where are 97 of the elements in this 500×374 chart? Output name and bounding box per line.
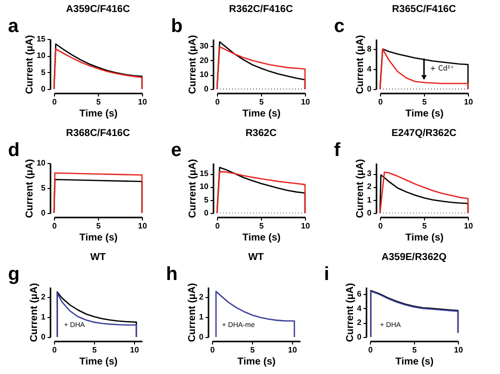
y-tick-label: 0 [41,208,46,218]
chart-title: WT [90,252,106,263]
y-tick-label: 10 [200,182,210,192]
chart-title: R368C/F416C [66,128,130,139]
y-tick-label: 1 [199,312,204,322]
x-axis-title: Time (s) [79,232,118,244]
y-axis-title: Current (μA) [29,283,40,342]
y-tick-label: 3 [367,169,372,178]
x-tick-label: 5 [422,222,428,230]
y-tick-label: 5 [41,68,46,77]
x-tick-label: 10 [464,98,474,106]
x-tick-label: 5 [92,346,98,354]
x-tick-label: 5 [412,346,418,354]
line-series [215,290,296,338]
chart-title: R362C/F416C [229,4,293,15]
text: d [8,140,20,161]
y-axis-title: Current (μA) [355,35,366,94]
y-axis-title: Current (μA) [188,159,199,218]
y-tick-label: 15 [36,34,46,44]
y-tick-label: 0 [41,84,46,94]
y-tick-label: 1 [41,312,46,322]
y-tick-label: 6 [357,290,362,299]
x-tick-label: 0 [52,222,58,230]
y-axis-title: Current (μA) [24,35,36,94]
text: a [8,16,19,37]
x-tick-label: 10 [130,346,140,354]
y-tick-label: 30 [200,42,210,51]
text: g [8,264,20,285]
x-tick-label: 10 [301,98,310,106]
text: b [171,16,183,37]
y-axis-title: Current (μA) [24,159,36,218]
x-axis-title: Time (s) [395,356,434,368]
x-axis-title: Time (s) [79,356,118,368]
chart-title: A359E/R362Q [381,252,447,263]
y-axis-title: Current (μA) [188,35,199,94]
x-tick-label: 5 [96,222,102,230]
y-tick-label: 20 [200,56,210,65]
y-tick-label: 2 [357,318,362,328]
y-tick-label: 10 [36,51,46,60]
text: e [171,140,182,161]
x-tick-label: 5 [259,98,264,106]
y-tick-label: 1 [367,195,372,204]
x-axis-title: Time (s) [405,232,444,244]
text: c [334,16,345,37]
x-tick-label: 10 [464,222,474,230]
x-axis-title: Time (s) [79,108,118,120]
y-axis-title: Current (μA) [187,283,198,342]
y-tick-label: 15 [200,169,210,178]
x-tick-label: 0 [210,346,216,354]
y-tick-label: 0 [204,84,210,94]
x-tick-label: 0 [378,222,384,230]
x-tick-label: 10 [288,346,298,354]
x-axis-title: Time (s) [242,232,281,244]
x-tick-label: 5 [259,222,264,230]
chart-title: E247Q/R362C [391,128,457,139]
y-tick-label: 0 [367,208,372,218]
chart-title: R365C/F416C [392,4,456,15]
x-axis-title: Time (s) [405,108,444,120]
text: f [334,140,341,161]
y-tick-label: 10 [200,70,210,80]
line-series [53,172,143,214]
x-tick-label: 5 [250,346,256,354]
y-tick-label: 0 [357,332,362,342]
y-tick-label: 0 [199,332,204,342]
text: i [324,264,330,285]
line-series [379,48,469,90]
x-tick-label: 10 [301,222,310,230]
y-tick-label: 0 [41,332,46,342]
y-tick-label: 8 [367,44,372,54]
chart-title: WT [248,252,264,263]
x-tick-label: 5 [96,98,102,106]
text: h [166,264,178,285]
x-tick-label: 5 [422,98,428,106]
x-tick-label: 0 [52,346,58,354]
y-tick-label: 5 [204,195,210,204]
y-axis-title: Current (μA) [355,159,366,218]
x-tick-label: 0 [52,98,58,106]
x-tick-label: 0 [215,98,220,106]
y-tick-label: 2 [41,292,46,302]
y-tick-label: 2 [199,292,204,302]
x-tick-label: 0 [378,98,384,106]
chart-title: R362C [245,128,277,139]
y-tick-label: 5 [41,184,46,192]
x-tick-label: 10 [454,346,464,354]
x-axis-title: Time (s) [242,108,281,120]
y-tick-label: 10 [36,158,46,168]
x-tick-label: 10 [138,98,148,106]
x-axis-title: Time (s) [237,356,276,368]
y-tick-label: 2 [367,182,372,192]
x-tick-label: 0 [215,222,220,230]
x-tick-label: 10 [138,222,148,230]
y-tick-label: 0 [204,208,210,218]
y-tick-label: 0 [367,84,372,94]
chart-title: A359C/F416C [66,4,130,15]
y-tick-label: 4 [357,304,362,313]
y-tick-label: 4 [367,64,372,74]
y-axis-title: Current (μA) [345,283,356,342]
